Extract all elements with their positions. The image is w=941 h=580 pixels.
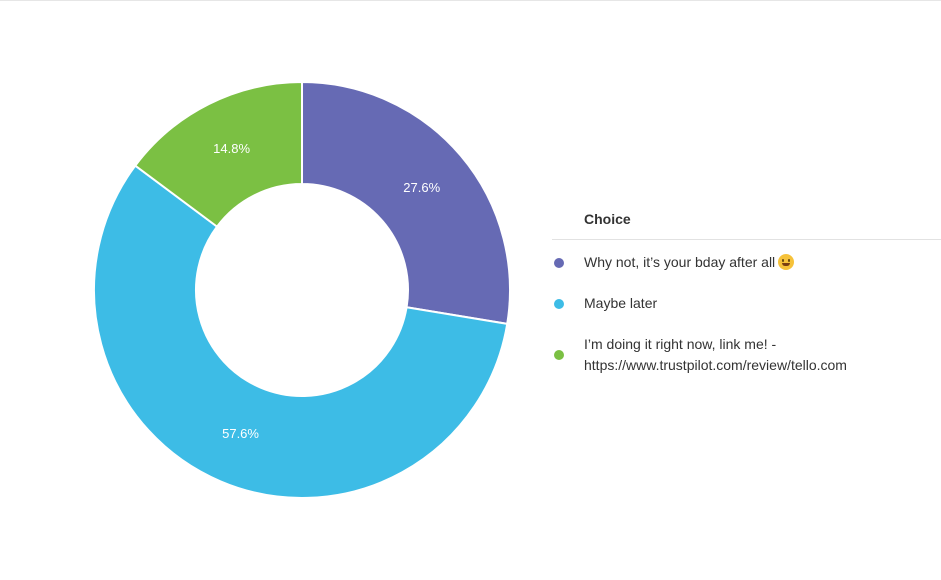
legend-item-doing-it-now[interactable]: I’m doing it right now, link me! - https… bbox=[552, 334, 941, 376]
donut-value-labels: 27.6% 57.6% 14.8% bbox=[213, 141, 440, 441]
legend-item-why-not[interactable]: Why not, it’s your bday after all bbox=[552, 252, 941, 273]
legend-dot-icon bbox=[554, 258, 564, 268]
top-divider bbox=[0, 0, 941, 1]
legend-dot-icon bbox=[554, 350, 564, 360]
grinning-face-icon bbox=[778, 254, 795, 270]
legend-item-label-line1: I’m doing it right now, link me! - bbox=[584, 336, 777, 352]
slice-maybe-later[interactable] bbox=[93, 164, 509, 499]
legend-dot-icon bbox=[554, 299, 564, 309]
slice-value-label: 57.6% bbox=[222, 426, 259, 441]
donut-slices bbox=[93, 80, 511, 499]
legend-title: Choice bbox=[552, 208, 941, 240]
legend-item-label: Maybe later bbox=[584, 295, 658, 311]
slice-doing-it-now[interactable] bbox=[133, 80, 303, 229]
legend-item-label-line2: https://www.trustpilot.com/review/tello.… bbox=[584, 357, 847, 373]
slice-value-label: 27.6% bbox=[403, 180, 440, 195]
legend-item-maybe-later[interactable]: Maybe later bbox=[552, 293, 941, 314]
slice-why-not[interactable] bbox=[301, 80, 511, 325]
donut-chart: 27.6% 57.6% 14.8% bbox=[93, 80, 511, 499]
chart-legend: Choice Why not, it’s your bday after all… bbox=[552, 208, 941, 376]
legend-item-label: Why not, it’s your bday after all bbox=[584, 254, 776, 270]
slice-value-label: 14.8% bbox=[213, 141, 250, 156]
